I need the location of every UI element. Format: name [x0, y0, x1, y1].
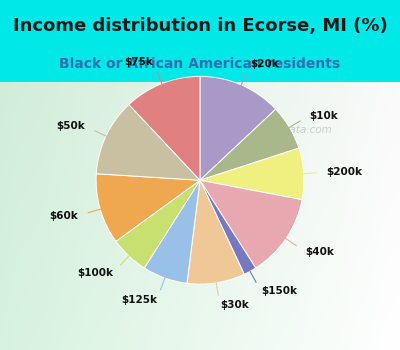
Text: $60k: $60k	[50, 211, 78, 220]
Wedge shape	[200, 180, 256, 274]
Text: $200k: $200k	[326, 167, 362, 177]
Text: $30k: $30k	[220, 300, 248, 310]
Wedge shape	[187, 180, 244, 284]
Text: Income distribution in Ecorse, MI (%): Income distribution in Ecorse, MI (%)	[13, 17, 387, 35]
Text: Black or African American residents: Black or African American residents	[60, 57, 340, 71]
Text: $125k: $125k	[121, 294, 157, 304]
Wedge shape	[144, 180, 200, 284]
Text: © City-Data.com: © City-Data.com	[244, 125, 332, 135]
Text: $100k: $100k	[77, 268, 113, 278]
Wedge shape	[200, 180, 302, 268]
Wedge shape	[200, 76, 276, 180]
Text: $40k: $40k	[305, 246, 334, 257]
Text: $10k: $10k	[309, 111, 338, 121]
Wedge shape	[200, 148, 304, 200]
Text: $50k: $50k	[56, 121, 85, 131]
Text: $75k: $75k	[124, 57, 153, 68]
Wedge shape	[200, 109, 299, 180]
Text: $20k: $20k	[250, 59, 279, 69]
Wedge shape	[116, 180, 200, 268]
Wedge shape	[96, 105, 200, 180]
Text: $150k: $150k	[261, 286, 297, 296]
Wedge shape	[129, 76, 200, 180]
Wedge shape	[96, 174, 200, 241]
